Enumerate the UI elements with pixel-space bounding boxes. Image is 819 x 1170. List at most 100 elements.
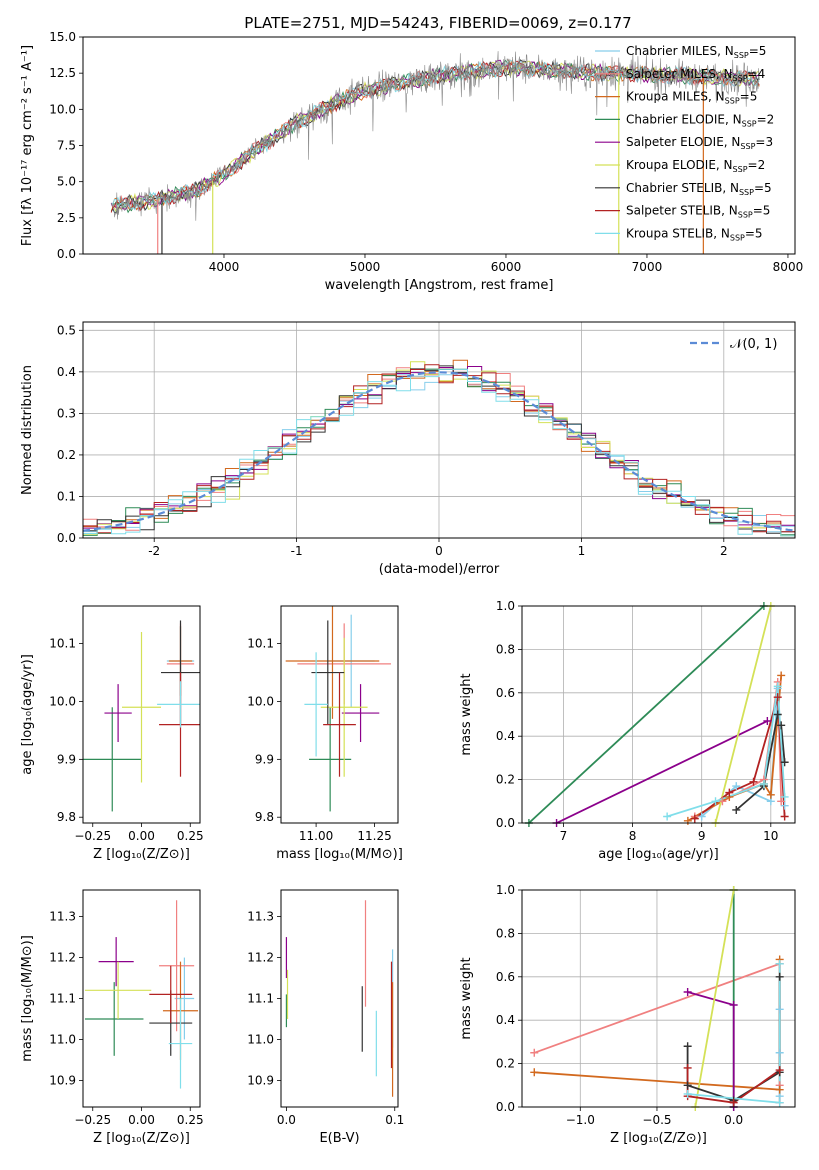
legend-subscript: SSP — [734, 51, 749, 60]
weight-marker — [711, 797, 720, 806]
y-axis-label: mass weight — [459, 957, 474, 1039]
axes-frame — [82, 605, 201, 824]
y-tick-label: 9.8 — [255, 810, 274, 824]
legend-subscript: SSP — [730, 233, 745, 242]
weight-marker — [718, 797, 727, 806]
x-axis-label: Z [log₁₀(Z/Z⊙)] — [93, 847, 190, 862]
legend-nssp: =2 — [748, 158, 766, 172]
x-tick-label: 0.00 — [128, 829, 155, 843]
weight-marker — [773, 693, 782, 702]
y-tick-label: 9.8 — [57, 810, 76, 824]
weight-line — [701, 688, 786, 818]
axes-frame — [82, 321, 796, 539]
legend-label: Kroupa STELIB, NSSP=5 — [626, 226, 763, 242]
weight-marker — [777, 721, 786, 730]
plot-area — [84, 900, 199, 1089]
x-tick-label: 4000 — [209, 260, 240, 274]
legend-label: Salpeter MILES, NSSP=4 — [626, 67, 765, 83]
weight-marker — [780, 758, 789, 767]
y-tick-label: 11.3 — [247, 910, 274, 924]
legend-nssp: =4 — [748, 67, 766, 81]
y-tick-label: 7.5 — [57, 139, 76, 153]
y-tick-label: 0.4 — [57, 365, 76, 379]
y-tick-label: 0.1 — [57, 489, 76, 503]
residual-histogram — [83, 368, 795, 538]
weight-marker — [780, 812, 789, 821]
x-tick-label: 2 — [720, 544, 728, 558]
y-tick-label: 11.2 — [49, 951, 76, 965]
y-tick-label: 0.6 — [496, 686, 515, 700]
x-tick-label: 6000 — [491, 260, 522, 274]
y-tick-label: 0.0 — [496, 1100, 515, 1114]
y-tick-label: 0.2 — [496, 1057, 515, 1071]
weight-line — [714, 606, 772, 823]
x-tick-label: 0.1 — [385, 1113, 404, 1127]
weight-marker — [690, 814, 699, 823]
x-axis-label: wavelength [Angstrom, rest frame] — [325, 278, 554, 293]
x-axis-label: E(B-V) — [319, 1131, 359, 1146]
legend-label: 𝒩(0, 1) — [730, 337, 777, 352]
x-tick-label: 7 — [560, 829, 568, 843]
x-tick-label: 7000 — [632, 260, 663, 274]
y-tick-label: 0.8 — [496, 642, 515, 656]
legend-nssp: =5 — [745, 226, 763, 240]
axes-frame — [521, 605, 796, 824]
residual-histogram — [83, 364, 795, 538]
legend-model: Kroupa ELODIE, N — [626, 158, 733, 172]
weight-marker — [729, 1001, 738, 1010]
weight-marker — [773, 710, 782, 719]
plot-area — [110, 51, 760, 254]
weight-marker — [683, 1081, 692, 1090]
legend-subscript: SSP — [725, 97, 740, 106]
y-tick-label: 11.1 — [49, 992, 76, 1006]
legend-model: Chabrier STELIB, N — [626, 181, 739, 195]
x-tick-label: 0.25 — [177, 1113, 204, 1127]
y-tick-label: 11.0 — [247, 1032, 274, 1046]
weight-marker — [725, 788, 734, 797]
x-tick-label: 0.0 — [724, 1113, 743, 1127]
y-tick-label: 11.1 — [247, 992, 274, 1006]
legend-model: Chabrier MILES, N — [626, 44, 734, 58]
weight-marker — [530, 1048, 539, 1057]
legend-nssp: =2 — [757, 112, 775, 126]
weight-marker — [683, 1089, 692, 1098]
legend-label: Chabrier MILES, NSSP=5 — [626, 44, 766, 60]
y-tick-label: 0.6 — [496, 970, 515, 984]
y-tick-label: 10.9 — [49, 1073, 76, 1087]
weight-marker — [530, 1068, 539, 1077]
weight-line — [556, 720, 768, 823]
y-axis-label: mass [log₁₀(M/M⊙)] — [20, 935, 35, 1062]
weight-marker — [775, 1066, 784, 1075]
panel-age-vs-z: −0.25 0.00 0.25 9.8 9.9 10.0 10.1 Z [log₁₀(Z/Z⊙… — [20, 605, 204, 862]
weight-marker — [773, 682, 782, 691]
axes-frame — [82, 889, 201, 1108]
x-tick-label: 1 — [578, 544, 586, 558]
y-tick-label: 12.5 — [49, 66, 76, 80]
y-axis-label: age [log₁₀(age/yr)] — [20, 654, 35, 775]
observed-spectrum-line — [110, 51, 760, 221]
weight-line — [528, 606, 765, 823]
x-tick-label: 11.00 — [299, 829, 333, 843]
x-tick-label: −0.25 — [74, 829, 111, 843]
panel-spectrum: 4000 5000 6000 7000 8000 0.0 2.5 5.0 7.5 10.0 12.5… — [20, 30, 803, 293]
legend-label: Kroupa MILES, NSSP=5 — [626, 90, 757, 106]
legend-subscript: SSP — [742, 119, 757, 128]
legend-label: Salpeter ELODIE, NSSP=3 — [626, 135, 773, 151]
weight-marker — [766, 790, 775, 799]
x-tick-label: −0.25 — [74, 1113, 111, 1127]
x-axis-label: mass [log₁₀(M/M⊙)] — [276, 847, 403, 862]
legend-nssp: =5 — [740, 90, 758, 104]
legend-nssp: =5 — [749, 44, 767, 58]
y-tick-label: 1.0 — [496, 883, 515, 897]
y-tick-label: 0.0 — [57, 531, 76, 545]
y-tick-label: 5.0 — [57, 175, 76, 189]
panel-mass-vs-z: −0.25 0.00 0.25 10.9 11.0 11.1 11.2 11.3 Z [log₁… — [20, 889, 204, 1146]
axes-frame — [521, 889, 796, 1108]
y-tick-label: 15.0 — [49, 30, 76, 44]
y-tick-label: 0.3 — [57, 406, 76, 420]
weight-marker — [759, 779, 768, 788]
x-tick-label: 0 — [435, 544, 443, 558]
y-tick-label: 0.4 — [496, 729, 515, 743]
plot-area — [285, 900, 394, 1097]
